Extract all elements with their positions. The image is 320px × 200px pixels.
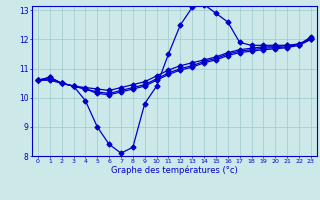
X-axis label: Graphe des températures (°c): Graphe des températures (°c): [111, 166, 238, 175]
